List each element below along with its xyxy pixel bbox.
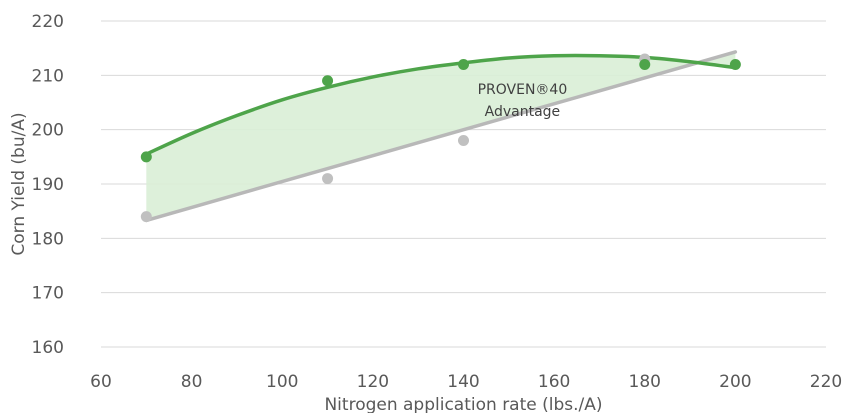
y-tick-label: 160 [32,338,64,358]
proven40-data-point [140,151,152,163]
proven40-data-point [322,75,334,87]
x-tick-label: 80 [181,372,203,392]
x-tick-label: 200 [719,372,751,392]
baseline-data-point [458,135,469,147]
x-tick-label: 220 [810,372,842,392]
proven40-data-point [639,58,651,70]
annotation-line-1: PROVEN®40 [478,82,568,98]
annotation-line-2: Advantage [485,104,561,120]
y-tick-label: 190 [32,175,64,195]
baseline-data-point [322,173,334,185]
y-tick-label: 180 [32,229,64,249]
baseline-data-point [140,211,152,223]
y-tick-label: 170 [32,284,64,304]
advantage-annotation: PROVEN®40 Advantage [478,82,568,120]
x-tick-label: 120 [357,372,389,392]
baseline-trendline [144,50,738,223]
x-axis-title: Nitrogen application rate (lbs./A) [324,395,602,413]
x-tick-label: 140 [447,372,479,392]
data-points [140,53,741,223]
y-tick-label: 220 [32,12,64,32]
x-tick-labels: 60 80 100 120 140 160 180 200 220 [90,372,842,392]
y-axis-title: Corn Yield (bu/A) [9,112,29,255]
proven40-data-point [729,58,741,70]
y-tick-labels: 160 170 180 190 200 210 220 [32,12,64,358]
x-tick-label: 100 [266,372,298,392]
x-tick-label: 60 [90,372,112,392]
x-tick-label: 180 [629,372,661,392]
x-tick-label: 160 [538,372,570,392]
y-tick-label: 200 [32,121,64,141]
y-tick-label: 210 [32,66,64,86]
proven40-data-point [458,58,469,70]
